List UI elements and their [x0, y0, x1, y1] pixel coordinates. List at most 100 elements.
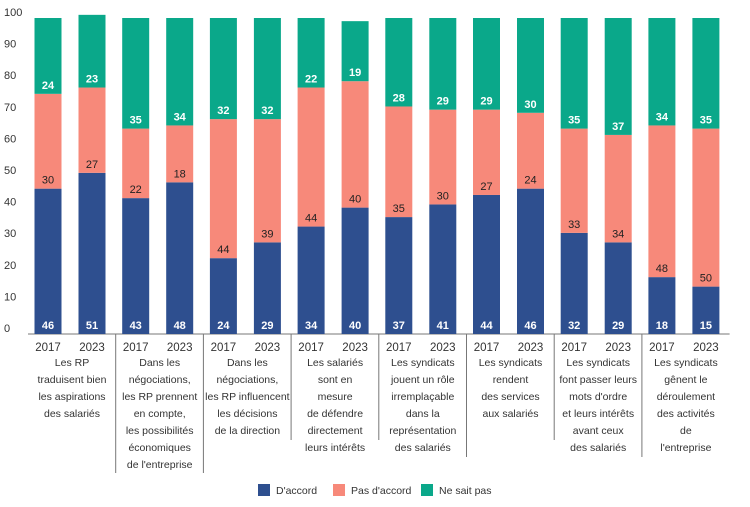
- bar-segment-d-accord: [341, 207, 369, 334]
- data-label: 35: [393, 203, 405, 215]
- bar-segment-ne-sait-pas: [692, 18, 720, 129]
- bar-segment-pas-d-accord: [560, 128, 588, 233]
- bar-segment-pas-d-accord: [253, 119, 281, 243]
- bar-segment-d-accord: [385, 217, 413, 334]
- x-tick-label-year: 2023: [255, 342, 281, 354]
- x-tick-label-year: 2017: [35, 342, 61, 354]
- data-label: 40: [349, 194, 361, 206]
- data-label: 34: [174, 111, 187, 123]
- y-tick-label: 100: [4, 7, 22, 19]
- data-label: 29: [437, 96, 449, 108]
- data-label: 34: [656, 111, 669, 123]
- bar-segment-ne-sait-pas: [560, 18, 588, 129]
- bar-segment-d-accord: [429, 204, 457, 334]
- x-tick-label-year: 2017: [386, 342, 412, 354]
- bar-segment-ne-sait-pas: [604, 18, 632, 135]
- data-label: 50: [700, 273, 712, 285]
- bar-segment-pas-d-accord: [604, 134, 632, 243]
- x-tick-label-year: 2017: [123, 342, 149, 354]
- bar-segment-pas-d-accord: [78, 87, 106, 173]
- bar-segment-ne-sait-pas: [297, 18, 325, 88]
- data-label: 34: [612, 228, 624, 240]
- data-label: 22: [130, 184, 142, 196]
- data-label: 35: [130, 115, 142, 127]
- bar-segment-pas-d-accord: [473, 109, 500, 195]
- bar-segment-pas-d-accord: [648, 125, 676, 278]
- category-label: Dans les négociations, les RP prennent e…: [122, 357, 198, 471]
- bar-segment-pas-d-accord: [297, 87, 325, 227]
- bar-segment-pas-d-accord: [166, 125, 194, 183]
- category-label: Les syndicats rendent des services aux s…: [478, 357, 543, 420]
- data-label: 44: [480, 320, 493, 332]
- data-label: 30: [437, 190, 449, 202]
- data-label: 32: [217, 105, 229, 117]
- bar-segment-pas-d-accord: [209, 119, 237, 259]
- x-tick-label-year: 2023: [342, 342, 368, 354]
- y-tick-label: 0: [4, 323, 10, 335]
- bar-segment-ne-sait-pas: [473, 18, 500, 110]
- data-label: 35: [700, 115, 712, 127]
- x-tick-label-year: 2017: [649, 342, 675, 354]
- x-tick-label-year: 2017: [474, 342, 500, 354]
- legend-swatch: [333, 484, 345, 496]
- data-label: 18: [174, 168, 186, 180]
- data-label: 30: [524, 99, 536, 111]
- y-tick-label: 60: [4, 133, 16, 145]
- bar-segment-ne-sait-pas: [78, 14, 106, 88]
- x-tick-label-year: 2017: [211, 342, 237, 354]
- data-label: 29: [612, 320, 624, 332]
- bar-segment-d-accord: [253, 242, 281, 334]
- data-label: 29: [261, 320, 273, 332]
- data-label: 18: [656, 320, 668, 332]
- y-tick-label: 40: [4, 197, 16, 209]
- bar-segment-d-accord: [692, 286, 720, 334]
- bar-segment-d-accord: [166, 182, 194, 334]
- category-label: Les syndicats font passer leurs mots d'o…: [559, 357, 637, 454]
- data-label: 34: [305, 320, 318, 332]
- bar-segment-ne-sait-pas: [517, 18, 544, 113]
- category-label: Les salariés sont en mesure de défendre …: [305, 357, 366, 454]
- legend-swatch: [258, 484, 270, 496]
- legend-label: D'accord: [276, 485, 317, 497]
- bar-segment-d-accord: [473, 194, 500, 334]
- x-tick-label-year: 2017: [561, 342, 587, 354]
- legend-label: Pas d'accord: [351, 485, 412, 497]
- data-label: 51: [86, 320, 98, 332]
- y-tick-label: 90: [4, 39, 16, 51]
- bar-segment-ne-sait-pas: [648, 18, 676, 126]
- data-label: 46: [524, 320, 536, 332]
- bar-segment-d-accord: [78, 172, 106, 334]
- data-label: 48: [656, 263, 668, 275]
- data-label: 48: [174, 320, 186, 332]
- data-label: 37: [393, 320, 405, 332]
- y-tick-label: 30: [4, 228, 16, 240]
- x-tick-label-year: 2023: [693, 342, 719, 354]
- bar-segment-pas-d-accord: [122, 128, 150, 199]
- bar-segment-ne-sait-pas: [341, 21, 369, 82]
- data-label: 33: [568, 219, 580, 231]
- category-label: Dans les négociations, les RP influencen…: [205, 357, 290, 437]
- y-tick-label: 80: [4, 70, 16, 82]
- bar-segment-ne-sait-pas: [166, 18, 194, 126]
- data-label: 23: [86, 74, 98, 86]
- data-label: 32: [568, 320, 580, 332]
- bar-segment-d-accord: [297, 226, 325, 334]
- bar-segment-ne-sait-pas: [429, 18, 457, 110]
- data-label: 19: [349, 67, 361, 79]
- data-label: 24: [217, 320, 230, 332]
- data-label: 39: [261, 228, 273, 240]
- bar-segment-ne-sait-pas: [253, 18, 281, 120]
- y-tick-label: 10: [4, 291, 16, 303]
- data-label: 27: [86, 159, 98, 171]
- data-label: 24: [524, 175, 536, 187]
- x-tick-label-year: 2023: [79, 342, 105, 354]
- data-label: 24: [42, 80, 55, 92]
- data-label: 22: [305, 74, 317, 86]
- bar-segment-ne-sait-pas: [34, 18, 62, 94]
- x-tick-label-year: 2023: [605, 342, 631, 354]
- data-label: 44: [305, 213, 317, 225]
- x-tick-label-year: 2017: [298, 342, 324, 354]
- data-label: 37: [612, 121, 624, 133]
- bar-segment-ne-sait-pas: [385, 18, 413, 107]
- category-label: Les syndicats jouent un rôle irremplaçab…: [389, 357, 457, 454]
